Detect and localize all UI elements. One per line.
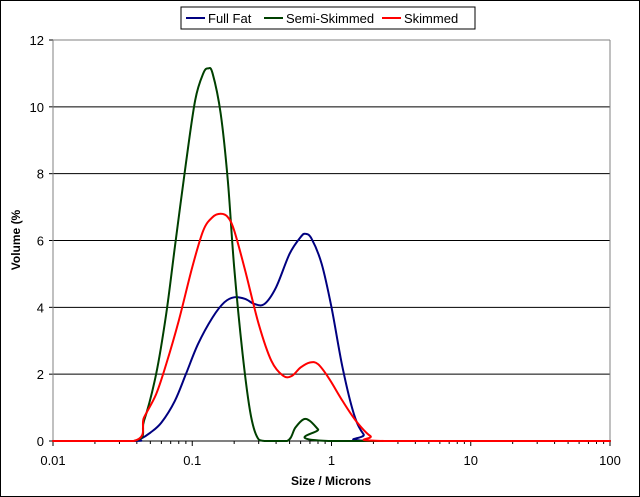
series-line-0 xyxy=(52,232,611,443)
legend: Full Fat Semi-Skimmed Skimmed xyxy=(180,6,476,30)
x-axis-title: Size / Microns xyxy=(291,474,371,488)
y-tick-label: 12 xyxy=(30,33,44,48)
y-axis-title: Volume (% xyxy=(9,209,23,270)
gridlines xyxy=(53,39,610,375)
legend-label: Semi-Skimmed xyxy=(286,11,374,26)
x-tick-label: 1 xyxy=(328,453,335,468)
x-tick-label: 0.01 xyxy=(40,453,65,468)
series-line-1 xyxy=(52,67,611,443)
series-lines xyxy=(52,67,611,443)
series-line-2 xyxy=(52,212,611,443)
x-tick-label: 10 xyxy=(464,453,478,468)
y-tick-label: 4 xyxy=(37,300,44,315)
y-tick-label: 6 xyxy=(37,234,44,249)
y-tick-label: 8 xyxy=(37,167,44,182)
x-tick-label: 0.1 xyxy=(183,453,201,468)
y-tick-label: 2 xyxy=(37,367,44,382)
axes: 0 2 4 6 8 10 12 0.01 0.1 1 10 100 xyxy=(30,33,621,468)
legend-label: Skimmed xyxy=(404,11,458,26)
legend-box xyxy=(180,6,476,30)
y-tick-label: 0 xyxy=(37,434,44,449)
y-tick-label: 10 xyxy=(30,100,44,115)
legend-label: Full Fat xyxy=(208,11,252,26)
x-tick-label: 100 xyxy=(599,453,621,468)
